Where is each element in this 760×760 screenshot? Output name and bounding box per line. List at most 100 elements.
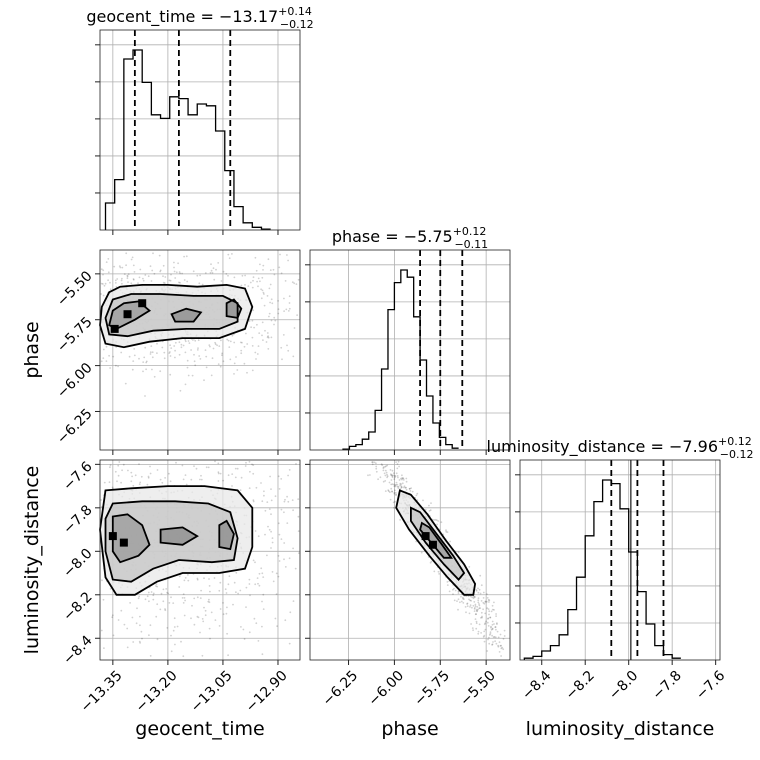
scatter-point (103, 647, 105, 649)
scatter-point (173, 617, 176, 620)
contour-line (104, 293, 239, 338)
scatter-point (126, 646, 129, 649)
scatter-point (295, 283, 298, 285)
scatter-point (161, 481, 164, 484)
scatter-point (486, 650, 489, 652)
joint-frame (309, 459, 511, 661)
scatter-point (393, 506, 395, 509)
scatter-point (459, 601, 461, 604)
scatter-point (241, 274, 244, 277)
contour-line (419, 521, 454, 559)
density-peak (421, 532, 430, 541)
scatter-point (470, 623, 472, 625)
scatter-point (478, 604, 481, 607)
scatter-point (401, 482, 404, 485)
scatter-point (240, 476, 243, 479)
scatter-point (173, 270, 176, 273)
density-peak (110, 324, 119, 333)
scatter-point (245, 461, 247, 464)
scatter-point (489, 632, 492, 635)
y-tick-label: −5.50 (54, 268, 96, 310)
scatter-point (180, 346, 183, 349)
scatter-point (151, 269, 154, 272)
scatter-point (181, 464, 184, 467)
contour-line (395, 489, 477, 596)
scatter-point (272, 268, 275, 271)
scatter-point (200, 589, 203, 592)
scatter-point (384, 466, 386, 468)
scatter-point (391, 483, 394, 486)
scatter-point (270, 488, 272, 490)
scatter-point (494, 626, 497, 628)
scatter-point (292, 355, 295, 358)
scatter-point (239, 489, 242, 492)
scatter-point (120, 279, 123, 282)
scatter-point (144, 598, 147, 601)
scatter-point (468, 598, 470, 601)
scatter-point (466, 602, 469, 605)
scatter-point (488, 642, 491, 645)
scatter-point (160, 592, 163, 595)
scatter-point (277, 522, 280, 525)
scatter-point (275, 593, 278, 595)
scatter-point (175, 271, 178, 274)
scatter-point (116, 480, 118, 483)
scatter-point (184, 338, 187, 341)
scatter-point (261, 500, 264, 503)
scatter-point (390, 483, 393, 486)
scatter-point (146, 483, 149, 486)
scatter-point (283, 542, 286, 544)
scatter-point (296, 314, 298, 316)
scatter-point (138, 276, 141, 279)
scatter-point (132, 484, 135, 487)
scatter-point (178, 353, 181, 356)
scatter-point (393, 474, 396, 477)
scatter-point (267, 525, 269, 528)
scatter-point (184, 351, 187, 354)
scatter-point (466, 603, 468, 605)
scatter-point (483, 634, 486, 637)
scatter-point (260, 567, 263, 570)
scatter-point (495, 613, 497, 615)
scatter-point (242, 628, 245, 631)
scatter-point (449, 540, 451, 543)
scatter-point (243, 638, 246, 640)
scatter-point (226, 632, 229, 635)
scatter-point (285, 308, 288, 311)
scatter-point (255, 622, 258, 625)
scatter-point (385, 471, 388, 474)
scatter-point (175, 461, 177, 464)
scatter-point (168, 602, 171, 604)
scatter-point (382, 469, 385, 472)
panel-title-luminosity_distance: luminosity_distance = −7.96+0.12 −0.12 (487, 435, 754, 461)
scatter-point (182, 655, 185, 658)
scatter-point (278, 533, 281, 536)
scatter-point (477, 599, 480, 602)
scatter-point (399, 519, 401, 521)
scatter-point (401, 478, 403, 481)
scatter-point (127, 273, 130, 276)
scatter-point (448, 590, 451, 593)
scatter-point (248, 320, 251, 322)
scatter-point (253, 326, 256, 329)
x-tick-label: −13.35 (78, 668, 126, 716)
scatter-point (405, 480, 408, 483)
scatter-point (433, 519, 435, 521)
scatter-point (390, 473, 392, 476)
scatter-point (495, 615, 497, 617)
scatter-point (251, 463, 253, 466)
scatter-point (269, 283, 272, 286)
scatter-point (132, 264, 135, 267)
scatter-point (102, 273, 104, 276)
scatter-point (420, 551, 423, 554)
scatter-point (249, 594, 251, 597)
scatter-point (209, 271, 212, 274)
scatter-point (166, 627, 169, 629)
scatter-point (389, 469, 392, 471)
scatter-point (181, 272, 184, 275)
scatter-point (483, 602, 486, 605)
scatter-point (149, 265, 152, 268)
scatter-point (391, 475, 394, 477)
scatter-point (424, 508, 427, 511)
scatter-point (294, 567, 297, 570)
